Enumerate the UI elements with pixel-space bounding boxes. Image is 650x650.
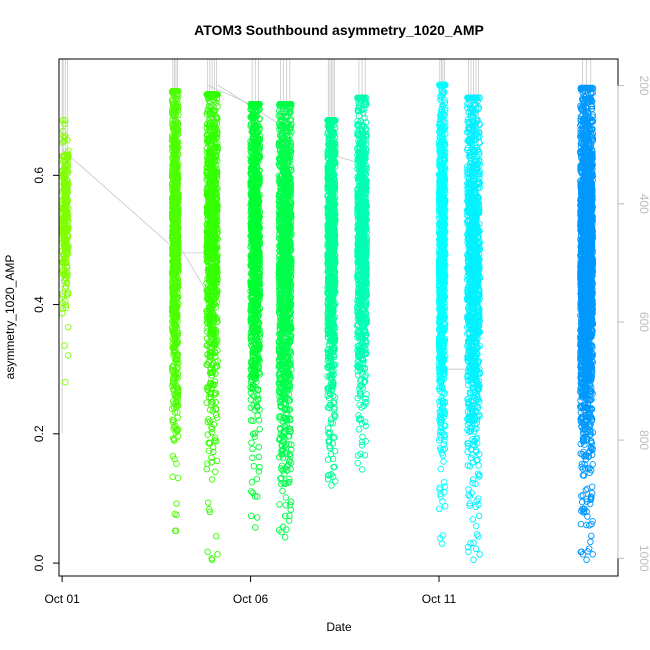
data-point (65, 147, 72, 154)
data-point (59, 117, 66, 124)
data-point (64, 272, 71, 280)
data-point (62, 117, 69, 124)
data-point (61, 120, 68, 128)
data-point (63, 280, 70, 287)
data-point (248, 439, 255, 446)
data-point (59, 292, 66, 300)
data-point (174, 275, 182, 283)
data-point (65, 242, 72, 249)
data-point (256, 425, 263, 433)
data-point (171, 510, 178, 518)
data-point (212, 532, 220, 540)
data-point (253, 514, 261, 521)
data-point (59, 201, 66, 208)
data-point (60, 137, 68, 145)
data-point (279, 487, 286, 495)
data-point (60, 236, 68, 243)
data-point (250, 462, 258, 470)
data-point (331, 447, 339, 455)
data-point (63, 184, 71, 191)
data-point (248, 488, 255, 495)
data-point (287, 506, 294, 514)
data-point (60, 180, 67, 188)
data-point (61, 266, 69, 274)
data-point (59, 228, 67, 236)
data-point (249, 454, 256, 462)
data-point (60, 252, 68, 260)
data-point (174, 474, 182, 482)
data-point (252, 524, 259, 531)
data-point (173, 399, 181, 407)
data-point (276, 501, 283, 508)
data-point (61, 232, 68, 240)
data-point (64, 289, 72, 296)
data-point (256, 464, 263, 471)
data-point (62, 199, 70, 207)
data-point (204, 499, 212, 507)
data-point (64, 214, 72, 221)
data-point (63, 190, 71, 198)
data-point (63, 283, 70, 290)
data-point (169, 473, 176, 481)
data-point (282, 501, 290, 509)
data-point (62, 378, 69, 386)
data-point (255, 453, 263, 461)
data-point (203, 465, 210, 473)
data-point (249, 445, 256, 453)
data-point (214, 551, 221, 558)
data-point (61, 242, 69, 249)
data-point (170, 425, 177, 432)
data-points (58, 81, 597, 564)
data-point (211, 468, 219, 475)
data-point (279, 454, 287, 462)
data-point (61, 284, 69, 292)
data-point (63, 210, 70, 218)
connector-line (335, 155, 358, 163)
data-point (213, 457, 221, 465)
data-point (62, 166, 70, 173)
data-point (62, 258, 69, 266)
data-point (62, 298, 69, 305)
data-point (62, 304, 70, 312)
data-point (61, 235, 69, 242)
data-point (208, 476, 216, 483)
data-point (255, 443, 263, 451)
data-point (247, 512, 255, 520)
chart-title: ATOM3 Southbound asymmetry_1020_AMP (194, 22, 484, 38)
data-point (59, 210, 66, 217)
data-point (59, 217, 66, 225)
data-point (62, 301, 70, 309)
data-point (59, 139, 67, 146)
data-point (248, 478, 256, 486)
data-point (64, 154, 72, 161)
data-point (65, 323, 72, 331)
data-point (173, 500, 180, 507)
data-point (282, 494, 290, 501)
data-point (204, 548, 211, 556)
data-point (281, 533, 289, 541)
data-point (61, 342, 68, 349)
data-point (60, 158, 67, 166)
data-point (60, 135, 68, 142)
data-point (170, 397, 177, 405)
data-point (173, 460, 180, 468)
data-point (63, 276, 70, 283)
data-point (63, 227, 71, 234)
connector-line (61, 149, 173, 247)
data-point (60, 231, 68, 239)
data-point (65, 352, 72, 359)
